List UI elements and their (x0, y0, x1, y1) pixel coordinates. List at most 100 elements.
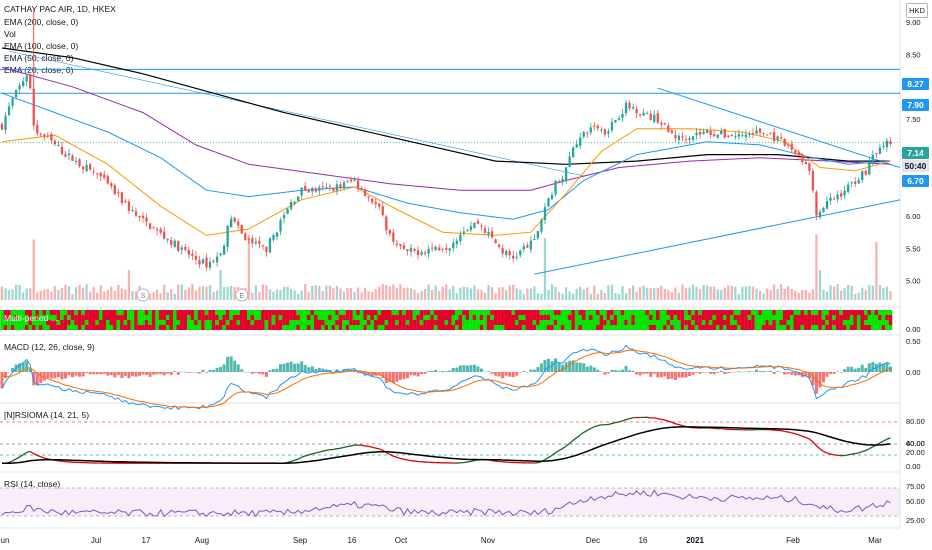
multi-cell (98, 320, 103, 325)
multi-cell (440, 320, 445, 325)
multi-cell (560, 320, 565, 325)
ema200-legend[interactable]: EMA (200, close, 0) (4, 17, 79, 27)
volume-bar (702, 285, 705, 300)
multi-cell (211, 320, 216, 325)
macd-histogram-bar (518, 372, 522, 373)
rsioma-segment (308, 453, 313, 456)
multi-cell (426, 325, 431, 330)
macd-histogram-bar (599, 371, 603, 372)
ema20-legend[interactable]: EMA (20, close, 0) (4, 65, 74, 75)
multi-cell (557, 325, 561, 330)
symbol-title[interactable]: CATHAY PAC AIR, 1D, HKEX (4, 4, 116, 14)
volume-bar (50, 291, 53, 300)
multi-cell (765, 320, 769, 325)
macd-histogram-bar (811, 372, 815, 386)
candle (596, 125, 599, 129)
multi-cell (416, 310, 420, 315)
multi-cell (81, 320, 85, 325)
macd-histogram-bar (888, 366, 892, 372)
multi-cell (469, 310, 473, 315)
multi-cell (127, 325, 131, 330)
candle (22, 81, 25, 86)
volume-bar (155, 289, 159, 300)
macd-label[interactable]: MACD (12, 26, close, 9) (4, 342, 95, 352)
volume-bar (730, 285, 733, 300)
rsioma-segment (622, 418, 627, 422)
multi-cell (349, 325, 353, 330)
macd-histogram-bar (529, 369, 533, 372)
macd-histogram-bar (723, 372, 727, 374)
multi-cell (659, 315, 664, 320)
multi-cell (722, 325, 727, 330)
multi-cell (811, 310, 815, 315)
time-tick: 17 (142, 536, 151, 545)
volume-bar (656, 287, 659, 300)
price-tag[interactable]: 6.70 (902, 175, 929, 187)
multi-cell (158, 315, 163, 320)
multi-cell (331, 315, 336, 320)
rsioma-segment (805, 436, 810, 440)
macd-histogram-bar (324, 369, 328, 372)
currency-badge[interactable]: HKD (906, 3, 928, 18)
multi-cell (793, 325, 798, 330)
volume-bar (526, 288, 529, 300)
multi-cell (701, 315, 706, 320)
multi-cell (472, 310, 477, 315)
multi-cell (476, 310, 480, 315)
macd-histogram-bar (145, 372, 149, 375)
volume-bar (688, 287, 691, 300)
rsi-label[interactable]: RSI (14, close) (4, 479, 61, 489)
volume-bar (734, 286, 737, 300)
macd-histogram-bar (346, 369, 350, 372)
multi-cell (398, 310, 403, 315)
ema50-legend[interactable]: EMA (50, close, 0) (4, 53, 74, 63)
multi-cell (95, 315, 99, 320)
multi-cell (313, 310, 318, 315)
multi-cell (123, 325, 128, 330)
multi-cell (789, 325, 794, 330)
candle (64, 154, 67, 157)
volume-bar (233, 286, 236, 300)
multi-cell (758, 320, 762, 325)
price-tag[interactable]: 7.90 (902, 99, 929, 111)
candle (4, 115, 7, 131)
rsi-line (1, 489, 891, 518)
price-tag[interactable]: 8.27 (902, 78, 929, 90)
multi-cell (95, 320, 99, 325)
price-tag[interactable]: 7.14 (902, 147, 929, 159)
multi-cell (335, 320, 339, 325)
macd-histogram-bar (476, 366, 480, 372)
multi-cell (338, 315, 343, 320)
rsi-tick: 75.00 (906, 482, 925, 491)
time-tick: 16 (348, 536, 357, 545)
macd-histogram-bar (236, 364, 240, 372)
volume-bar (434, 285, 437, 300)
multi-cell (585, 310, 590, 315)
candle (462, 231, 466, 233)
multi-cell (701, 320, 706, 325)
multi-cell (733, 315, 738, 320)
multi-cell (324, 315, 329, 320)
macd-histogram-bar (709, 372, 713, 374)
multi-cell (469, 325, 473, 330)
candle (490, 231, 494, 238)
multi-cell (21, 320, 25, 325)
multi-cell (666, 320, 671, 325)
multi-cell (853, 315, 858, 320)
ema100-legend[interactable]: EMA (100, close, 0) (4, 41, 79, 51)
macd-histogram-bar (818, 372, 822, 388)
price-tick: 5.50 (906, 244, 921, 253)
multi-cell (768, 315, 773, 320)
multi-cell (380, 315, 385, 320)
multi-cell (127, 310, 131, 315)
macd-histogram-bar (832, 372, 836, 374)
rsioma-label[interactable]: [N]RSIOMA (14, 21, 5) (4, 410, 90, 420)
multi-cell (504, 325, 508, 330)
price-tag[interactable]: 50:40 (902, 160, 929, 172)
rsioma-segment (389, 453, 394, 457)
vol-legend[interactable]: Vol (4, 29, 16, 39)
multi-cell (691, 315, 695, 320)
volume-bar (18, 284, 21, 300)
macd-histogram-bar (141, 372, 145, 375)
